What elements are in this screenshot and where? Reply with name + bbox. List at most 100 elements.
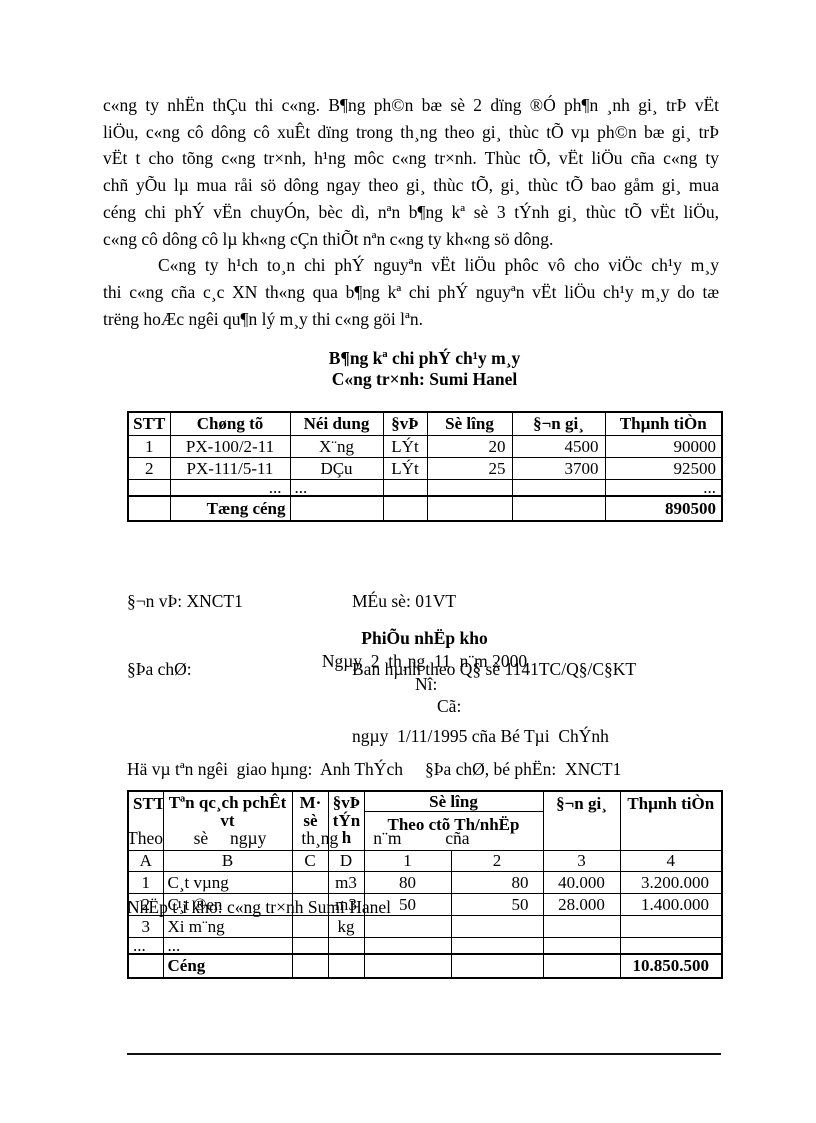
header-ten-text: Tªn qc¸ch pchÊt vt: [168, 793, 287, 830]
unit-label: §¬n vÞ: XNCT1: [127, 591, 243, 611]
cell-dongia: [542, 915, 621, 938]
table-row: 1 C¸t vµng m3 80 80 40.000 3.200.000: [127, 871, 723, 894]
issue-decision: Ban hµnh theo Q§ sè 1141TC/Q§/C§KT: [352, 658, 637, 679]
paragraph-line: chñ yÕu lµ mua råi sö dông ngay theo gi¸…: [103, 175, 719, 196]
receipt-title: PhiÕu nhËp kho: [361, 628, 488, 648]
cell-maso: [291, 893, 329, 916]
cell-dvi: LÝt: [382, 457, 428, 480]
debit-label: Nî:: [415, 674, 438, 694]
expense-table-header-row: STT Chøng tõ Néi dung §vÞ Sè lîng §¬n gi…: [127, 411, 723, 436]
cell-thanhtien: 1.400.000: [619, 893, 723, 916]
cell-ten: Xi m¨ng: [162, 915, 293, 938]
cell-empty: [327, 953, 365, 979]
cell-sl1: 80: [363, 871, 452, 894]
cell-empty: [127, 479, 171, 497]
paragraph-line: C«ng ty h¹ch to¸n chi phÝ nguyªn vËt liÖ…: [158, 255, 719, 276]
table-total-row: Céng 10.850.500: [127, 953, 723, 979]
cell-thanhtien: [619, 915, 723, 938]
cell-dongia: 3700: [511, 457, 606, 480]
cell-empty: [619, 937, 723, 955]
header-dongia: §¬n gi¸: [542, 790, 621, 851]
cell-stt: 2: [127, 457, 171, 480]
table-ellipsis-row: ... ... ...: [127, 479, 723, 497]
cell-dvt: kg: [327, 915, 365, 938]
expense-table-subtitle: C«ng tr×nh: Sumi Hanel: [331, 368, 518, 389]
header-stt: STT: [127, 790, 164, 851]
cell-sl2: [450, 915, 544, 938]
table-total-row: Tæng céng 890500: [127, 495, 723, 522]
cell-sl1: 50: [363, 893, 452, 916]
cell-dvt: m3: [327, 893, 365, 916]
header-maso: M· sè: [291, 790, 329, 851]
paragraph-line: vËt t cho tõng c«ng tr×nh, h¹ng môc c«ng…: [103, 148, 719, 169]
paragraph-line: thi c«ng cña c¸c XN th«ng qua b¶ng kª ch…: [103, 281, 719, 302]
cell-empty: [127, 495, 171, 522]
cell-empty: [511, 495, 606, 522]
header-dvi: §vÞ: [382, 411, 428, 436]
received-table-header-row: STT Tªn qc¸ch pchÊt vt M· sè §vÞ tÝn h S…: [127, 790, 723, 851]
table-row: 2 C¸t ®en m3 50 50 28.000 1.400.000: [127, 893, 723, 916]
cell-empty: [542, 953, 621, 979]
deliverer-line: Hä vµ tªn ngêi giao hµng: Anh ThÝch §Þa c…: [127, 758, 727, 781]
credit-label: Cã:: [437, 696, 462, 716]
cell-dots: ...: [604, 479, 723, 497]
cell-empty: [450, 953, 544, 979]
cell-empty: [363, 937, 452, 955]
cell-chungtu: PX-111/5-11: [169, 457, 291, 480]
cell-empty: [289, 495, 384, 522]
cell-empty: [127, 953, 164, 979]
header-ten: Tªn qc¸ch pchÊt vt: [162, 790, 293, 851]
cell-thanhtien: 3.200.000: [619, 871, 723, 894]
deliverer-address: §Þa chØ, bé phËn: XNCT1: [424, 759, 622, 779]
cell-dots: ...: [127, 937, 164, 955]
col-letter: 3: [542, 850, 621, 872]
header-dvt: §vÞ tÝn h: [327, 790, 365, 851]
cell-soluong: 20: [426, 435, 513, 458]
paragraph-2: C«ng ty h¹ch to¸n chi phÝ nguyªn vËt liÖ…: [103, 252, 719, 332]
cell-noidung: X¨ng: [289, 435, 384, 458]
cell-empty: [327, 937, 365, 955]
cell-dvi: LÝt: [382, 435, 428, 458]
paragraph-line: céng chi phÝ vËn chuyÓn, bèc dì, nªn b¶n…: [103, 201, 719, 222]
deliverer-name: Hä vµ tªn ngêi giao hµng: Anh ThÝch: [127, 759, 403, 779]
total-value: 890500: [604, 495, 723, 522]
cell-empty: [511, 479, 606, 497]
paragraph-1: c«ng ty nhËn thÇu thi c«ng. B¶ng ph©n bæ…: [103, 92, 719, 252]
table-row: 2 PX-111/5-11 DÇu LÝt 25 3700 92500: [127, 457, 723, 480]
cell-empty: [363, 953, 452, 979]
header-thanhtien: Thµnh tiÒn: [604, 411, 723, 436]
cell-empty: [382, 479, 428, 497]
header-stt: STT: [127, 411, 171, 436]
cell-empty: [291, 937, 329, 955]
cell-thanhtien: 92500: [604, 457, 723, 480]
header-thanhtien: Thµnh tiÒn: [619, 790, 723, 851]
cell-chungtu: PX-100/2-11: [169, 435, 291, 458]
form-number: MÉu sè: 01VT: [352, 591, 457, 611]
paragraph-line: c«ng cô dông cô lµ kh«ng cÇn thiÕt nªn c…: [103, 228, 554, 249]
header-dongia: §¬n gi¸: [511, 411, 606, 436]
col-letter: D: [327, 850, 365, 872]
header-maso-text: M· sè: [299, 793, 322, 830]
cell-dongia: 4500: [511, 435, 606, 458]
cell-dots: ...: [289, 479, 384, 497]
cell-maso: [291, 871, 329, 894]
expense-table-heading: B¶ng kª chi phÝ ch¹y m¸y C«ng tr×nh: Sum…: [127, 348, 722, 389]
cell-empty: [426, 479, 513, 497]
address-label: §Þa chØ:: [127, 658, 192, 679]
cell-sl2: 50: [450, 893, 544, 916]
cell-stt: 2: [127, 893, 164, 916]
footer-divider: [127, 1053, 721, 1055]
unit-info: §¬n vÞ: XNCT1 §Þa chØ:: [127, 545, 243, 725]
cell-dots: ...: [162, 937, 293, 955]
cell-maso: [291, 915, 329, 938]
header-soluong-sub: Theo ctõ Th/nhËp: [387, 815, 520, 834]
paragraph-line: trëng hoÆc ngêi qu¶n lý m¸y thi c«ng göi…: [103, 308, 423, 329]
cell-empty: [291, 953, 329, 979]
total-label: Tæng céng: [169, 495, 291, 522]
table-row: 3 Xi m¨ng kg: [127, 915, 723, 938]
cell-stt: 1: [127, 435, 171, 458]
goods-received-table: STT Tªn qc¸ch pchÊt vt M· sè §vÞ tÝn h S…: [127, 790, 723, 979]
cell-empty: [382, 495, 428, 522]
cell-thanhtien: 90000: [604, 435, 723, 458]
